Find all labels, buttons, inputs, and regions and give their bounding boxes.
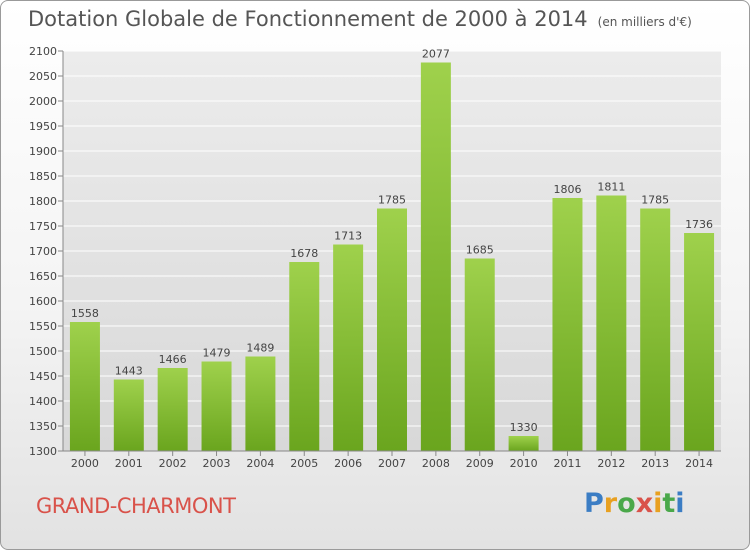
bar-2000 (69, 322, 100, 451)
bar-2002 (157, 368, 188, 451)
bar-2014 (684, 233, 715, 451)
y-tick-label: 1650 (29, 270, 57, 283)
y-tick-label: 1300 (29, 445, 57, 458)
bar-2008 (420, 62, 451, 451)
x-tick-label: 2011 (553, 457, 581, 470)
data-label: 1785 (641, 194, 669, 207)
x-tick-label: 2007 (378, 457, 406, 470)
x-tick-label: 2010 (510, 457, 538, 470)
y-tick-label: 1850 (29, 170, 57, 183)
y-tick-label: 1900 (29, 145, 57, 158)
x-tick-label: 2006 (334, 457, 362, 470)
y-tick-label: 1700 (29, 245, 57, 258)
bar-2012 (596, 195, 627, 451)
data-label: 1678 (290, 247, 318, 260)
data-label: 1489 (246, 342, 274, 355)
data-label: 1479 (203, 347, 231, 360)
chart-subtitle: (en milliers d'€) (597, 15, 692, 29)
x-tick-label: 2005 (290, 457, 318, 470)
bar-2013 (640, 208, 671, 451)
y-tick-label: 1550 (29, 320, 57, 333)
bar-2005 (289, 262, 320, 451)
bar-2009 (464, 258, 495, 451)
bar-2003 (201, 361, 232, 451)
data-label: 1443 (115, 365, 143, 378)
bar-2001 (113, 379, 144, 451)
x-tick-label: 2014 (685, 457, 713, 470)
data-label: 1685 (466, 244, 494, 257)
y-tick-label: 1500 (29, 345, 57, 358)
y-tick-label: 1600 (29, 295, 57, 308)
x-tick-label: 2001 (115, 457, 143, 470)
data-label: 1713 (334, 230, 362, 243)
x-tick-label: 2008 (422, 457, 450, 470)
proxiti-logo: Proxiti (584, 488, 685, 519)
data-label: 1811 (597, 181, 625, 194)
bar-2006 (333, 244, 364, 451)
x-tick-label: 2004 (246, 457, 274, 470)
data-label: 1330 (510, 421, 538, 434)
y-tick-label: 1400 (29, 395, 57, 408)
x-tick-label: 2013 (641, 457, 669, 470)
data-label: 1558 (71, 307, 99, 320)
y-tick-label: 2050 (29, 70, 57, 83)
x-tick-label: 2009 (466, 457, 494, 470)
y-tick-label: 1350 (29, 420, 57, 433)
title-row: Dotation Globale de Fonctionnement de 20… (28, 7, 692, 31)
bar-2004 (245, 356, 276, 451)
y-tick-label: 1450 (29, 370, 57, 383)
data-label: 1736 (685, 218, 713, 231)
y-tick-label: 1800 (29, 195, 57, 208)
x-tick-label: 2012 (597, 457, 625, 470)
data-label: 1806 (553, 183, 581, 196)
bar-2011 (552, 198, 583, 451)
x-tick-label: 2003 (203, 457, 231, 470)
y-tick-label: 1950 (29, 120, 57, 133)
y-tick-label: 2000 (29, 95, 57, 108)
bar-2010 (508, 436, 539, 451)
x-tick-label: 2000 (71, 457, 99, 470)
data-label: 1466 (159, 353, 187, 366)
bar-2007 (377, 208, 407, 451)
y-tick-label: 2100 (29, 45, 57, 58)
data-label: 1785 (378, 194, 406, 207)
x-tick-label: 2002 (159, 457, 187, 470)
data-label: 2077 (422, 48, 450, 61)
commune-name: GRAND-CHARMONT (36, 494, 236, 518)
y-tick-label: 1750 (29, 220, 57, 233)
chart-title: Dotation Globale de Fonctionnement de 20… (28, 7, 588, 31)
